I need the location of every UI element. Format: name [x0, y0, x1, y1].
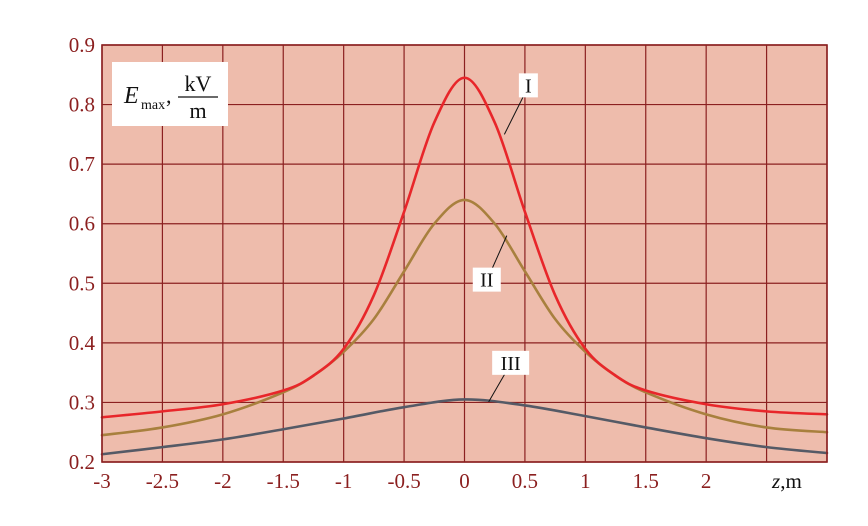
y-tick-label: 0.2 — [69, 450, 95, 474]
x-axis-unit: ,m — [780, 469, 802, 493]
x-tick-label: 1.5 — [633, 469, 659, 493]
curve-label-i: I — [525, 75, 532, 97]
series-layer — [100, 76, 829, 456]
x-axis-label: z,m — [771, 469, 802, 493]
curve-label-box-ii — [472, 267, 501, 292]
y-tick-label: 0.3 — [69, 390, 95, 414]
y-tick-label: 0.7 — [69, 152, 95, 176]
x-tick-label: -2 — [214, 469, 232, 493]
x-tick-label: 0.5 — [512, 469, 538, 493]
y-axis-var: E — [123, 83, 139, 109]
x-tick-label: 1 — [580, 469, 591, 493]
y-tick-label: 0.4 — [69, 331, 96, 355]
series-line-i — [100, 76, 829, 419]
y-tick-labels: 0.2 0.3 0.4 0.5 0.6 0.7 0.8 0.9 — [69, 33, 96, 474]
x-tick-label: -2.5 — [146, 469, 179, 493]
y-axis-unit-numerator: kV — [185, 71, 212, 96]
x-axis-var: z — [771, 469, 780, 493]
curve-label-iii: III — [501, 353, 521, 375]
y-axis-subscript: max — [141, 98, 165, 113]
y-tick-label: 0.9 — [69, 33, 95, 57]
curve-label-box-iii — [492, 350, 530, 375]
y-tick-label: 0.6 — [69, 212, 95, 236]
series-line-iii — [100, 398, 829, 456]
x-tick-label: -3 — [93, 469, 111, 493]
x-tick-label: -0.5 — [387, 469, 420, 493]
y-tick-label: 0.8 — [69, 93, 95, 117]
x-tick-label: -1 — [335, 469, 353, 493]
series-line-ii — [100, 198, 829, 437]
x-tick-label: 0 — [459, 469, 470, 493]
y-axis-label-box — [112, 62, 228, 126]
y-axis-label: E max , kV m — [112, 62, 228, 126]
curve-label-ii: II — [480, 270, 493, 292]
x-tick-label: 2 — [701, 469, 712, 493]
curve-label-box-i — [518, 73, 538, 98]
svg-text:,: , — [166, 83, 172, 108]
x-tick-labels: -3 -2.5 -2 -1.5 -1 -0.5 0 0.5 1 1.5 2 — [93, 469, 711, 493]
y-tick-label: 0.5 — [69, 271, 95, 295]
x-tick-label: -1.5 — [267, 469, 300, 493]
y-axis-unit-denominator: m — [189, 98, 206, 123]
plot-frame — [101, 44, 828, 463]
svg-text:z,m: z,m — [771, 469, 802, 493]
